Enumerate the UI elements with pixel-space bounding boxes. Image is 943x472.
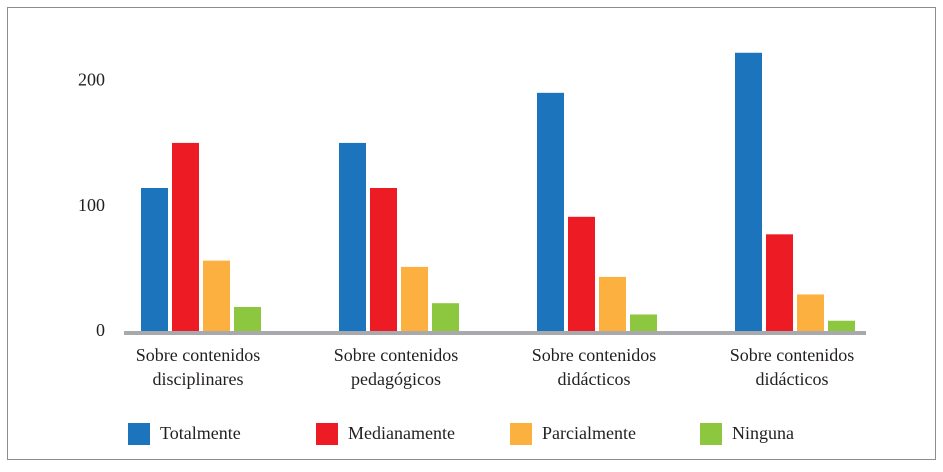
legend-swatch	[510, 423, 532, 445]
bar	[828, 320, 855, 332]
bar	[203, 260, 230, 332]
bar	[537, 92, 564, 333]
y-tick-label: 200	[78, 70, 105, 90]
y-tick-label: 100	[78, 195, 105, 215]
legend-swatch	[128, 423, 150, 445]
x-tick-label: disciplinares	[153, 369, 244, 389]
bar	[599, 276, 626, 332]
x-tick-label: Sobre contenidos	[136, 345, 260, 365]
bar	[568, 216, 595, 332]
x-tick-label: didácticos	[756, 369, 829, 389]
legend-swatch	[316, 423, 338, 445]
x-tick-label: pedagógicos	[351, 369, 441, 389]
bar	[630, 314, 657, 332]
bar	[339, 142, 366, 332]
bar	[172, 142, 199, 332]
x-tick-label: Sobre contenidos	[334, 345, 458, 365]
legend-label: Parcialmente	[542, 423, 636, 443]
bar	[766, 234, 793, 332]
bar	[234, 306, 261, 332]
bar	[370, 188, 397, 332]
legend-label: Ninguna	[732, 423, 794, 443]
y-tick-label: 0	[96, 320, 105, 340]
x-tick-label: didácticos	[558, 369, 631, 389]
bar	[735, 52, 762, 332]
bar	[797, 294, 824, 332]
bar	[141, 188, 168, 332]
bar	[401, 266, 428, 332]
frame	[7, 7, 936, 460]
legend-label: Totalmente	[160, 423, 241, 443]
legend-label: Medianamente	[348, 423, 455, 443]
x-tick-label: Sobre contenidos	[730, 345, 854, 365]
legend-swatch	[700, 423, 722, 445]
bar	[432, 303, 459, 332]
x-tick-label: Sobre contenidos	[532, 345, 656, 365]
